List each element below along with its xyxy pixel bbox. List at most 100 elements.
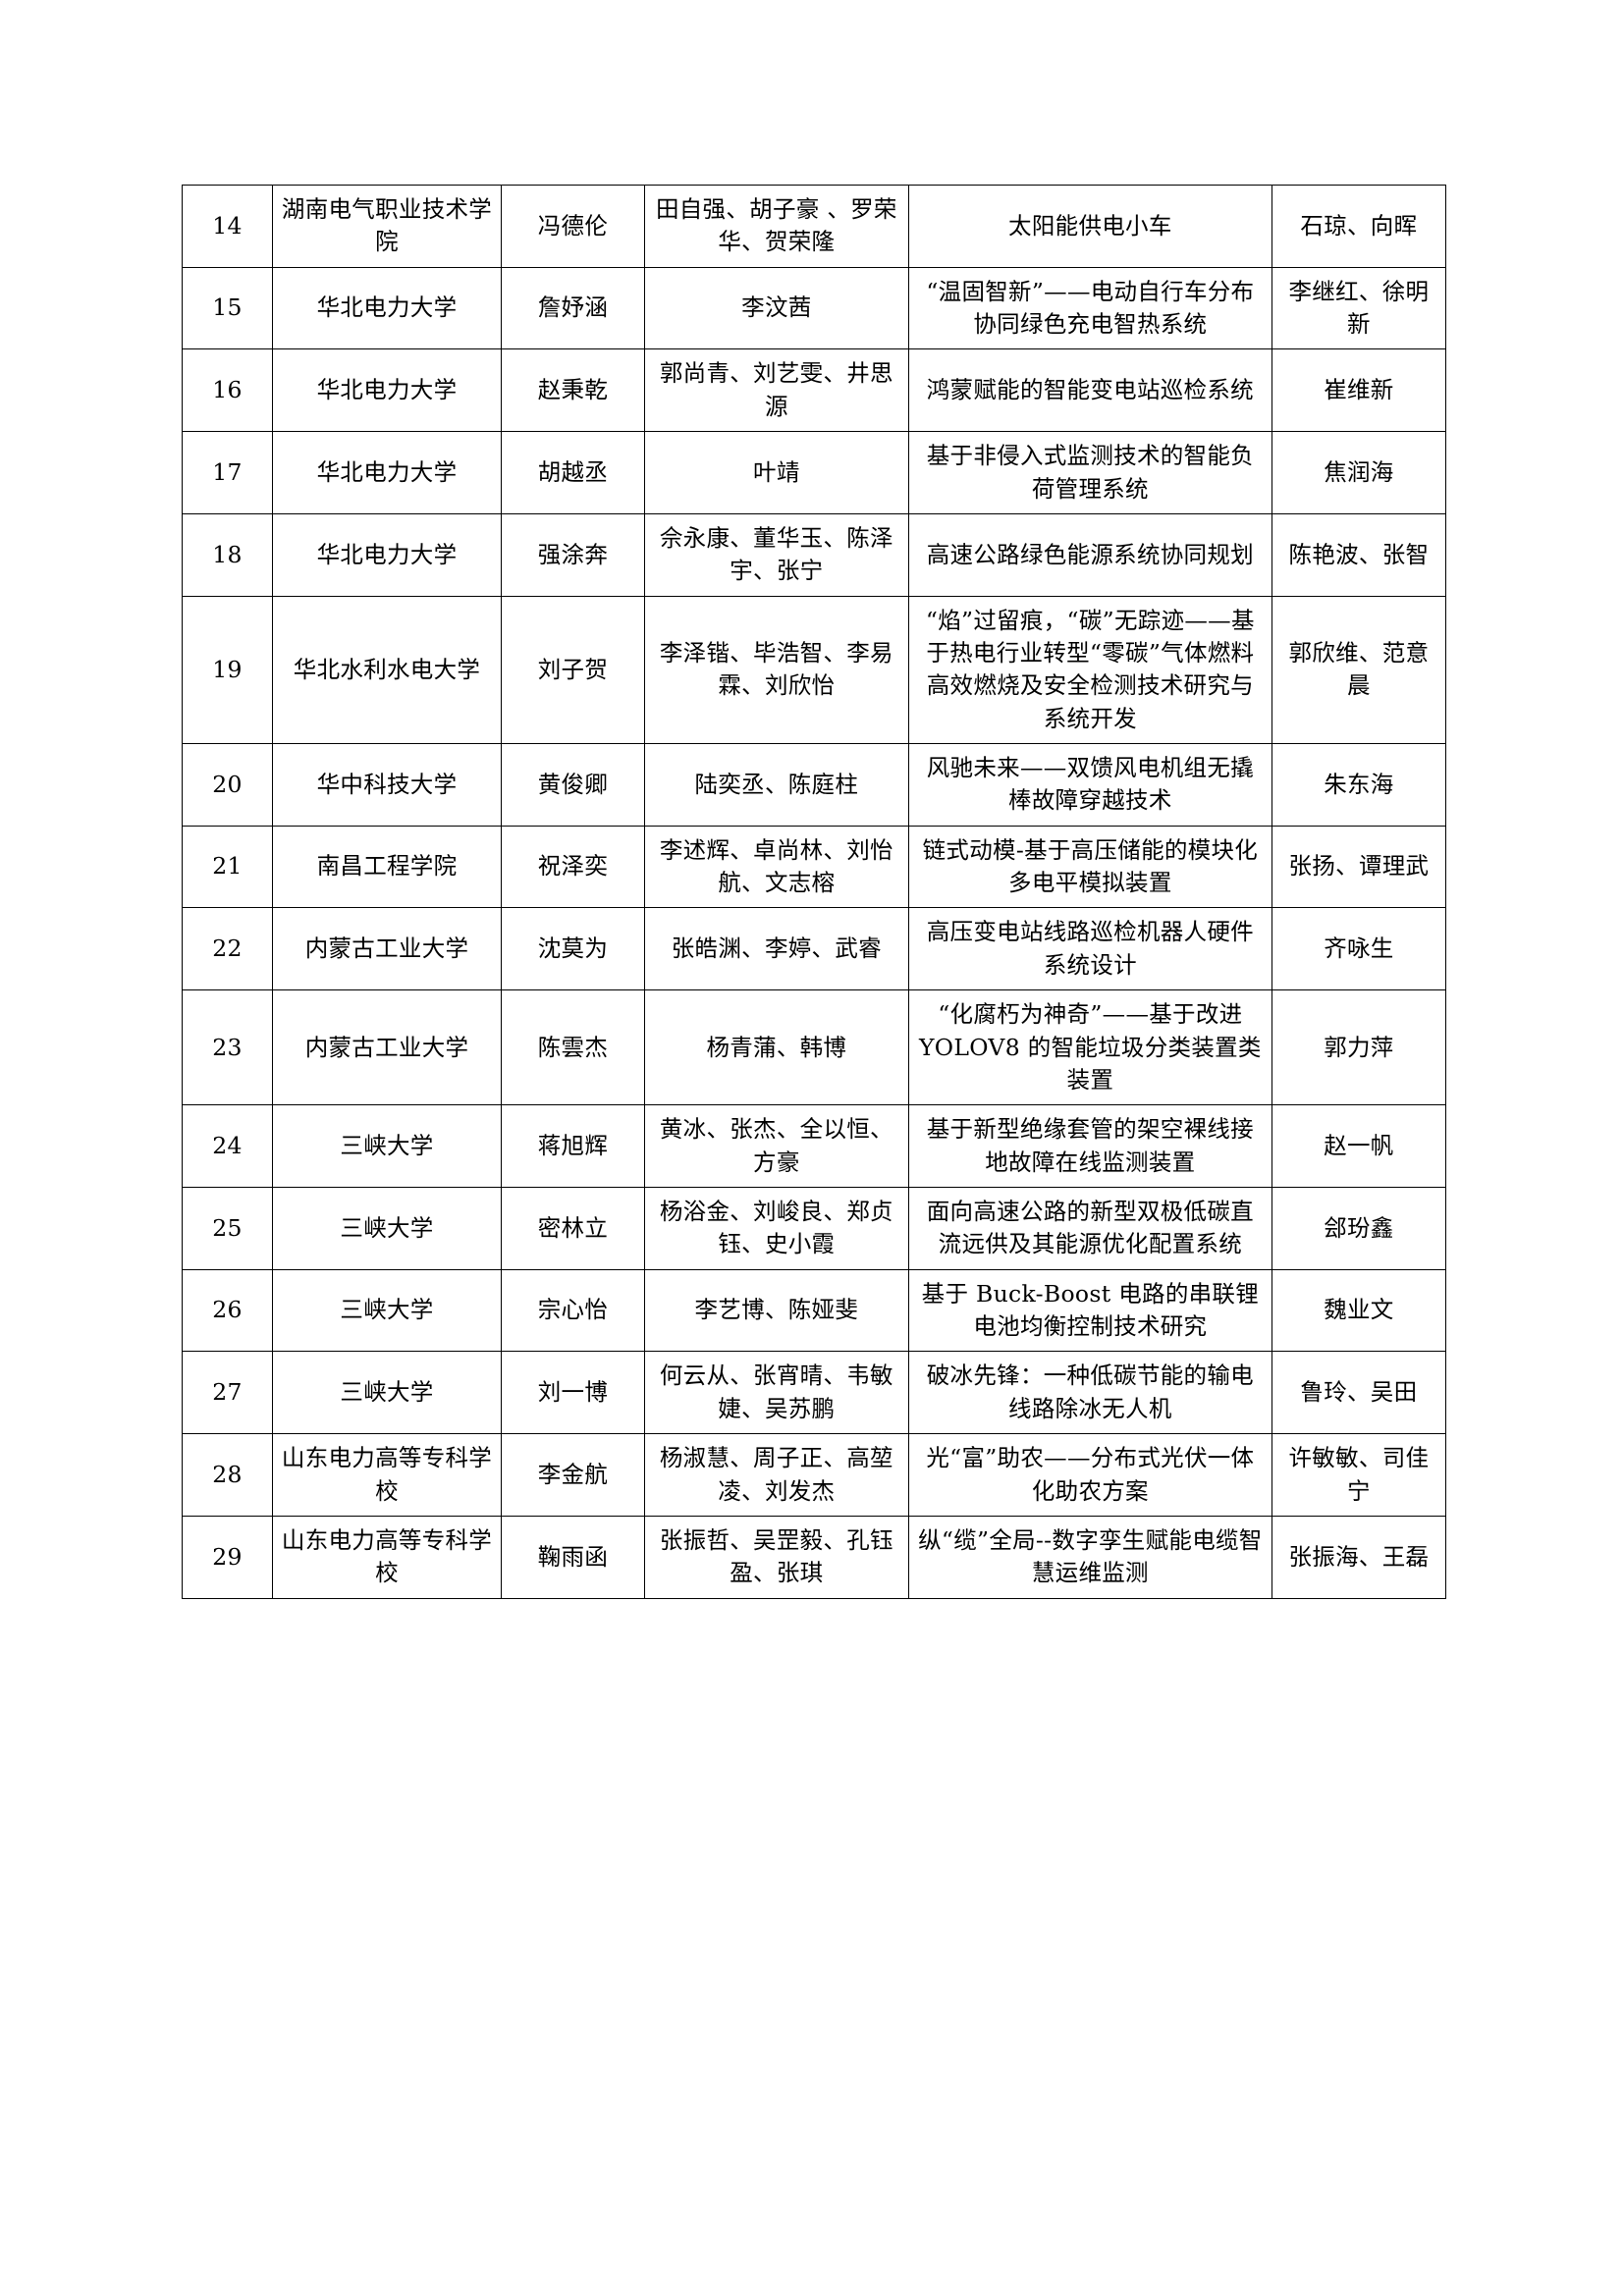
- cell-advisor: 张扬、谭理武: [1271, 825, 1447, 909]
- cell-index: 27: [182, 1351, 273, 1435]
- cell-index: 26: [182, 1268, 273, 1353]
- cell-school: 三峡大学: [271, 1351, 503, 1435]
- cell-leader: 蒋旭辉: [501, 1104, 645, 1188]
- cell-title: 链式动模-基于高压储能的模块化多电平模拟装置: [907, 825, 1272, 909]
- table-row: 20 华中科技大学 黄俊卿 陆奕丞、陈庭柱 风驰未来——双馈风电机组无撬棒故障穿…: [182, 743, 1447, 827]
- cell-leader: 黄俊卿: [501, 743, 645, 827]
- cell-school: 南昌工程学院: [271, 825, 503, 909]
- cell-leader: 宗心怡: [501, 1268, 645, 1353]
- cell-advisor: 朱东海: [1271, 743, 1447, 827]
- cell-index: 16: [182, 348, 273, 433]
- table-row: 26 三峡大学 宗心怡 李艺博、陈娅斐 基于 Buck-Boost 电路的串联锂…: [182, 1268, 1447, 1353]
- cell-leader: 强涂奔: [501, 512, 645, 597]
- cell-school: 华北水利水电大学: [271, 595, 503, 745]
- cell-title: 鸿蒙赋能的智能变电站巡检系统: [907, 348, 1272, 433]
- cell-leader: 赵秉乾: [501, 348, 645, 433]
- table-row: 16 华北电力大学 赵秉乾 郭尚青、刘艺雯、井思源 鸿蒙赋能的智能变电站巡检系统…: [182, 348, 1447, 433]
- cell-index: 28: [182, 1433, 273, 1517]
- cell-members: 黄冰、张杰、全以恒、方豪: [643, 1104, 909, 1188]
- cell-index: 22: [182, 907, 273, 991]
- cell-leader: 密林立: [501, 1186, 645, 1270]
- cell-school: 三峡大学: [271, 1104, 503, 1188]
- table-row: 19 华北水利水电大学 刘子贺 李泽锴、毕浩智、李易霖、刘欣怡 “焰”过留痕，“…: [182, 595, 1447, 745]
- cell-title: “化腐朽为神奇”——基于改进 YOLOV8 的智能垃圾分类装置类装置: [907, 989, 1272, 1106]
- cell-school: 三峡大学: [271, 1268, 503, 1353]
- table-row: 29 山东电力高等专科学校 鞠雨函 张振哲、吴罡毅、孔钰盈、张琪 纵“缆”全局-…: [182, 1515, 1447, 1599]
- cell-advisor: 鲁玲、吴田: [1271, 1351, 1447, 1435]
- cell-advisor: 许敏敏、司佳宁: [1271, 1433, 1447, 1517]
- cell-leader: 詹妤涵: [501, 266, 645, 350]
- cell-advisor: 齐咏生: [1271, 907, 1447, 991]
- cell-index: 25: [182, 1186, 273, 1270]
- cell-title: 面向高速公路的新型双极低碳直流远供及其能源优化配置系统: [907, 1186, 1272, 1270]
- cell-leader: 陈雲杰: [501, 989, 645, 1106]
- cell-members: 田自强、胡子豪 、罗荣华、贺荣隆: [643, 185, 909, 268]
- cell-title: 高压变电站线路巡检机器人硬件系统设计: [907, 907, 1272, 991]
- cell-members: 李述辉、卓尚林、刘怡航、文志榕: [643, 825, 909, 909]
- cell-index: 29: [182, 1515, 273, 1599]
- cell-leader: 李金航: [501, 1433, 645, 1517]
- cell-members: 李泽锴、毕浩智、李易霖、刘欣怡: [643, 595, 909, 745]
- cell-leader: 冯德伦: [501, 185, 645, 268]
- table-row: 28 山东电力高等专科学校 李金航 杨淑慧、周子正、高堃凌、刘发杰 光“富”助农…: [182, 1433, 1447, 1517]
- cell-advisor: 石琼、向晖: [1271, 185, 1447, 268]
- cell-members: 杨青蒲、韩博: [643, 989, 909, 1106]
- cell-leader: 刘子贺: [501, 595, 645, 745]
- table-row: 15 华北电力大学 詹妤涵 李汶茜 “温固智新”——电动自行车分布协同绿色充电智…: [182, 266, 1447, 350]
- cell-school: 华北电力大学: [271, 348, 503, 433]
- cell-title: 高速公路绿色能源系统协同规划: [907, 512, 1272, 597]
- cell-index: 23: [182, 989, 273, 1106]
- cell-advisor: 赵一帆: [1271, 1104, 1447, 1188]
- cell-advisor: 郭力萍: [1271, 989, 1447, 1106]
- cell-members: 张振哲、吴罡毅、孔钰盈、张琪: [643, 1515, 909, 1599]
- cell-school: 内蒙古工业大学: [271, 989, 503, 1106]
- cell-index: 17: [182, 431, 273, 514]
- cell-title: 基于新型绝缘套管的架空裸线接地故障在线监测装置: [907, 1104, 1272, 1188]
- cell-school: 三峡大学: [271, 1186, 503, 1270]
- cell-index: 19: [182, 595, 273, 745]
- cell-advisor: 郭欣维、范意晨: [1271, 595, 1447, 745]
- cell-title: 光“富”助农——分布式光伏一体化助农方案: [907, 1433, 1272, 1517]
- cell-index: 18: [182, 512, 273, 597]
- cell-leader: 胡越丞: [501, 431, 645, 514]
- table-row: 17 华北电力大学 胡越丞 叶靖 基于非侵入式监测技术的智能负荷管理系统 焦润海: [182, 431, 1447, 514]
- cell-members: 郭尚青、刘艺雯、井思源: [643, 348, 909, 433]
- cell-school: 华北电力大学: [271, 431, 503, 514]
- table-row: 14 湖南电气职业技术学院 冯德伦 田自强、胡子豪 、罗荣华、贺荣隆 太阳能供电…: [182, 185, 1447, 268]
- table-row: 18 华北电力大学 强涂奔 佘永康、董华玉、陈泽宇、张宁 高速公路绿色能源系统协…: [182, 512, 1447, 597]
- cell-index: 21: [182, 825, 273, 909]
- cell-members: 李汶茜: [643, 266, 909, 350]
- cell-members: 陆奕丞、陈庭柱: [643, 743, 909, 827]
- cell-title: 纵“缆”全局--数字孪生赋能电缆智慧运维监测: [907, 1515, 1272, 1599]
- cell-leader: 沈莫为: [501, 907, 645, 991]
- cell-school: 内蒙古工业大学: [271, 907, 503, 991]
- cell-advisor: 张振海、王磊: [1271, 1515, 1447, 1599]
- table-row: 22 内蒙古工业大学 沈莫为 张皓渊、李婷、武睿 高压变电站线路巡检机器人硬件系…: [182, 907, 1447, 991]
- cell-members: 佘永康、董华玉、陈泽宇、张宁: [643, 512, 909, 597]
- project-table-container: 14 湖南电气职业技术学院 冯德伦 田自强、胡子豪 、罗荣华、贺荣隆 太阳能供电…: [182, 185, 1447, 1599]
- cell-school: 湖南电气职业技术学院: [271, 185, 503, 268]
- cell-advisor: 李继红、徐明新: [1271, 266, 1447, 350]
- cell-index: 15: [182, 266, 273, 350]
- table-row: 23 内蒙古工业大学 陈雲杰 杨青蒲、韩博 “化腐朽为神奇”——基于改进 YOL…: [182, 989, 1447, 1106]
- cell-school: 华北电力大学: [271, 266, 503, 350]
- cell-members: 何云从、张宵晴、韦敏婕、吴苏鹏: [643, 1351, 909, 1435]
- cell-school: 山东电力高等专科学校: [271, 1433, 503, 1517]
- cell-advisor: 焦润海: [1271, 431, 1447, 514]
- table-row: 25 三峡大学 密林立 杨浴金、刘峻良、郑贞钰、史小霞 面向高速公路的新型双极低…: [182, 1186, 1447, 1270]
- cell-index: 20: [182, 743, 273, 827]
- cell-title: 风驰未来——双馈风电机组无撬棒故障穿越技术: [907, 743, 1272, 827]
- cell-school: 华中科技大学: [271, 743, 503, 827]
- cell-index: 24: [182, 1104, 273, 1188]
- cell-members: 叶靖: [643, 431, 909, 514]
- cell-advisor: 陈艳波、张智: [1271, 512, 1447, 597]
- cell-members: 张皓渊、李婷、武睿: [643, 907, 909, 991]
- cell-school: 山东电力高等专科学校: [271, 1515, 503, 1599]
- cell-members: 李艺博、陈娅斐: [643, 1268, 909, 1353]
- table-body: 14 湖南电气职业技术学院 冯德伦 田自强、胡子豪 、罗荣华、贺荣隆 太阳能供电…: [182, 185, 1447, 1599]
- cell-members: 杨浴金、刘峻良、郑贞钰、史小霞: [643, 1186, 909, 1270]
- table-row: 27 三峡大学 刘一博 何云从、张宵晴、韦敏婕、吴苏鹏 破冰先锋：一种低碳节能的…: [182, 1351, 1447, 1435]
- table-row: 21 南昌工程学院 祝泽奕 李述辉、卓尚林、刘怡航、文志榕 链式动模-基于高压储…: [182, 825, 1447, 909]
- cell-title: 破冰先锋：一种低碳节能的输电线路除冰无人机: [907, 1351, 1272, 1435]
